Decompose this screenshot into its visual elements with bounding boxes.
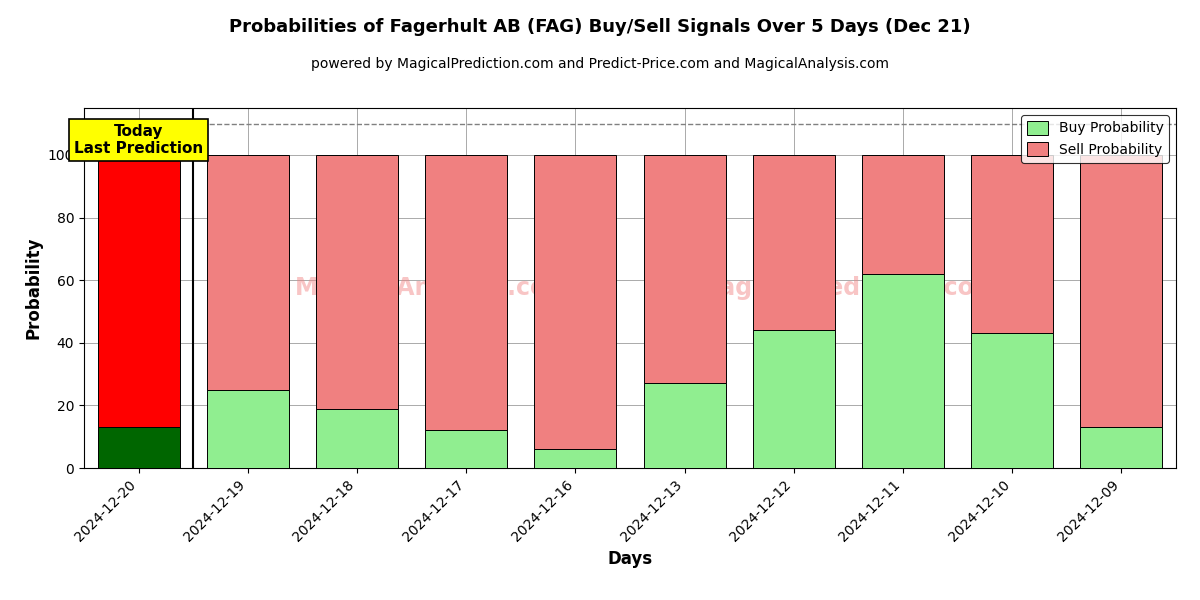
Bar xyxy=(971,155,1054,334)
Text: MagicalAnalysis.com: MagicalAnalysis.com xyxy=(295,276,572,300)
Bar xyxy=(97,155,180,427)
X-axis label: Days: Days xyxy=(607,550,653,568)
Bar xyxy=(1080,427,1163,468)
Bar xyxy=(206,155,289,390)
Bar xyxy=(862,155,944,274)
Legend: Buy Probability, Sell Probability: Buy Probability, Sell Probability xyxy=(1021,115,1169,163)
Bar xyxy=(752,330,835,468)
Bar xyxy=(971,334,1054,468)
Bar xyxy=(643,383,726,468)
Bar xyxy=(534,155,617,449)
Text: Today
Last Prediction: Today Last Prediction xyxy=(74,124,203,156)
Bar xyxy=(752,155,835,330)
Bar xyxy=(1080,155,1163,427)
Bar xyxy=(316,155,398,409)
Bar xyxy=(97,427,180,468)
Y-axis label: Probability: Probability xyxy=(24,237,42,339)
Bar xyxy=(862,274,944,468)
Bar xyxy=(534,449,617,468)
Bar xyxy=(425,430,508,468)
Bar xyxy=(206,390,289,468)
Bar xyxy=(425,155,508,430)
Bar xyxy=(643,155,726,383)
Text: MagicalPrediction.com: MagicalPrediction.com xyxy=(697,276,1000,300)
Bar xyxy=(316,409,398,468)
Text: Probabilities of Fagerhult AB (FAG) Buy/Sell Signals Over 5 Days (Dec 21): Probabilities of Fagerhult AB (FAG) Buy/… xyxy=(229,18,971,36)
Text: powered by MagicalPrediction.com and Predict-Price.com and MagicalAnalysis.com: powered by MagicalPrediction.com and Pre… xyxy=(311,57,889,71)
